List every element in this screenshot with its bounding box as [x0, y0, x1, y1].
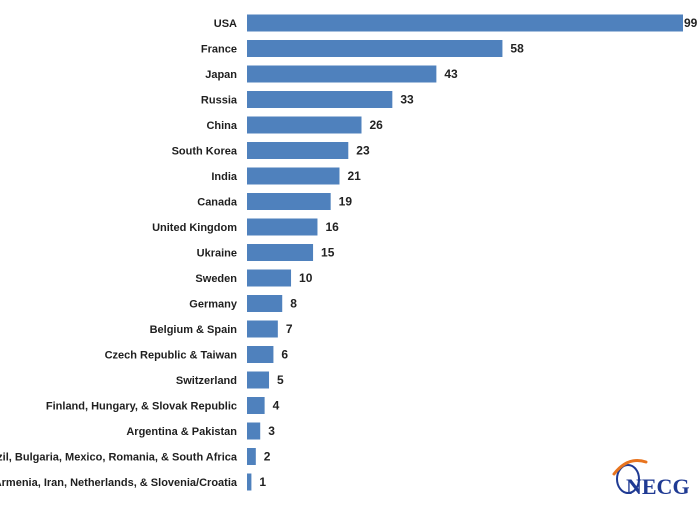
category-label: Finland, Hungary, & Slovak Republic — [46, 401, 237, 413]
bar — [247, 422, 261, 440]
data-label: 23 — [356, 144, 370, 158]
bar — [247, 346, 274, 363]
bar — [247, 269, 292, 287]
data-label: 99 — [684, 16, 698, 30]
bar — [247, 397, 265, 414]
data-label: 10 — [299, 271, 313, 285]
category-label: USA — [214, 18, 237, 30]
category-label: China — [206, 120, 237, 132]
data-label: 15 — [321, 246, 335, 260]
bar — [247, 218, 318, 236]
bar — [247, 14, 683, 32]
bar — [247, 371, 270, 389]
category-label: Belgium & Spain — [150, 324, 238, 336]
data-label: 43 — [444, 67, 458, 81]
category-label: Sweden — [195, 273, 237, 285]
logo-ring-icon — [616, 464, 640, 494]
category-label: India — [211, 171, 238, 183]
category-label: Brazil, Bulgaria, Mexico, Romania, & Sou… — [0, 452, 238, 464]
logo-text: NECG — [626, 474, 690, 499]
bar — [247, 320, 278, 338]
data-label: 21 — [347, 169, 361, 183]
data-label: 33 — [400, 93, 414, 107]
category-label: South Korea — [172, 146, 238, 158]
data-label: 3 — [268, 424, 275, 438]
category-label: Japan — [205, 69, 237, 81]
bar — [247, 295, 283, 312]
bar — [247, 167, 340, 185]
bar — [247, 193, 331, 210]
data-label: 4 — [273, 399, 280, 413]
bar — [247, 244, 314, 261]
category-label: Czech Republic & Taiwan — [105, 350, 238, 362]
data-label: 1 — [259, 475, 266, 489]
bar — [247, 40, 503, 57]
category-label: Argentina & Pakistan — [126, 426, 237, 438]
data-label: 58 — [510, 42, 524, 56]
bar — [247, 116, 362, 134]
category-label: United Kingdom — [152, 222, 237, 234]
data-label: 26 — [370, 118, 384, 132]
bar — [247, 142, 349, 159]
category-label: Canada — [197, 197, 238, 209]
data-label: 6 — [281, 348, 288, 362]
data-label: 8 — [290, 297, 297, 311]
necg-logo: NECG — [612, 459, 690, 499]
category-label: Armenia, Iran, Netherlands, & Slovenia/C… — [0, 477, 238, 489]
data-label: 5 — [277, 373, 284, 387]
category-label: France — [201, 44, 237, 56]
category-label: Ukraine — [197, 248, 237, 260]
category-label: Germany — [189, 299, 238, 311]
category-label: Switzerland — [176, 375, 237, 387]
data-label: 16 — [325, 220, 339, 234]
bar — [247, 473, 252, 491]
bar — [247, 91, 393, 108]
data-label: 19 — [339, 195, 353, 209]
bar — [247, 65, 437, 83]
data-label: 7 — [286, 322, 293, 336]
logo-swoosh-icon — [612, 459, 648, 476]
data-label: 2 — [264, 450, 271, 464]
category-label: Russia — [201, 95, 238, 107]
bar — [247, 448, 256, 465]
